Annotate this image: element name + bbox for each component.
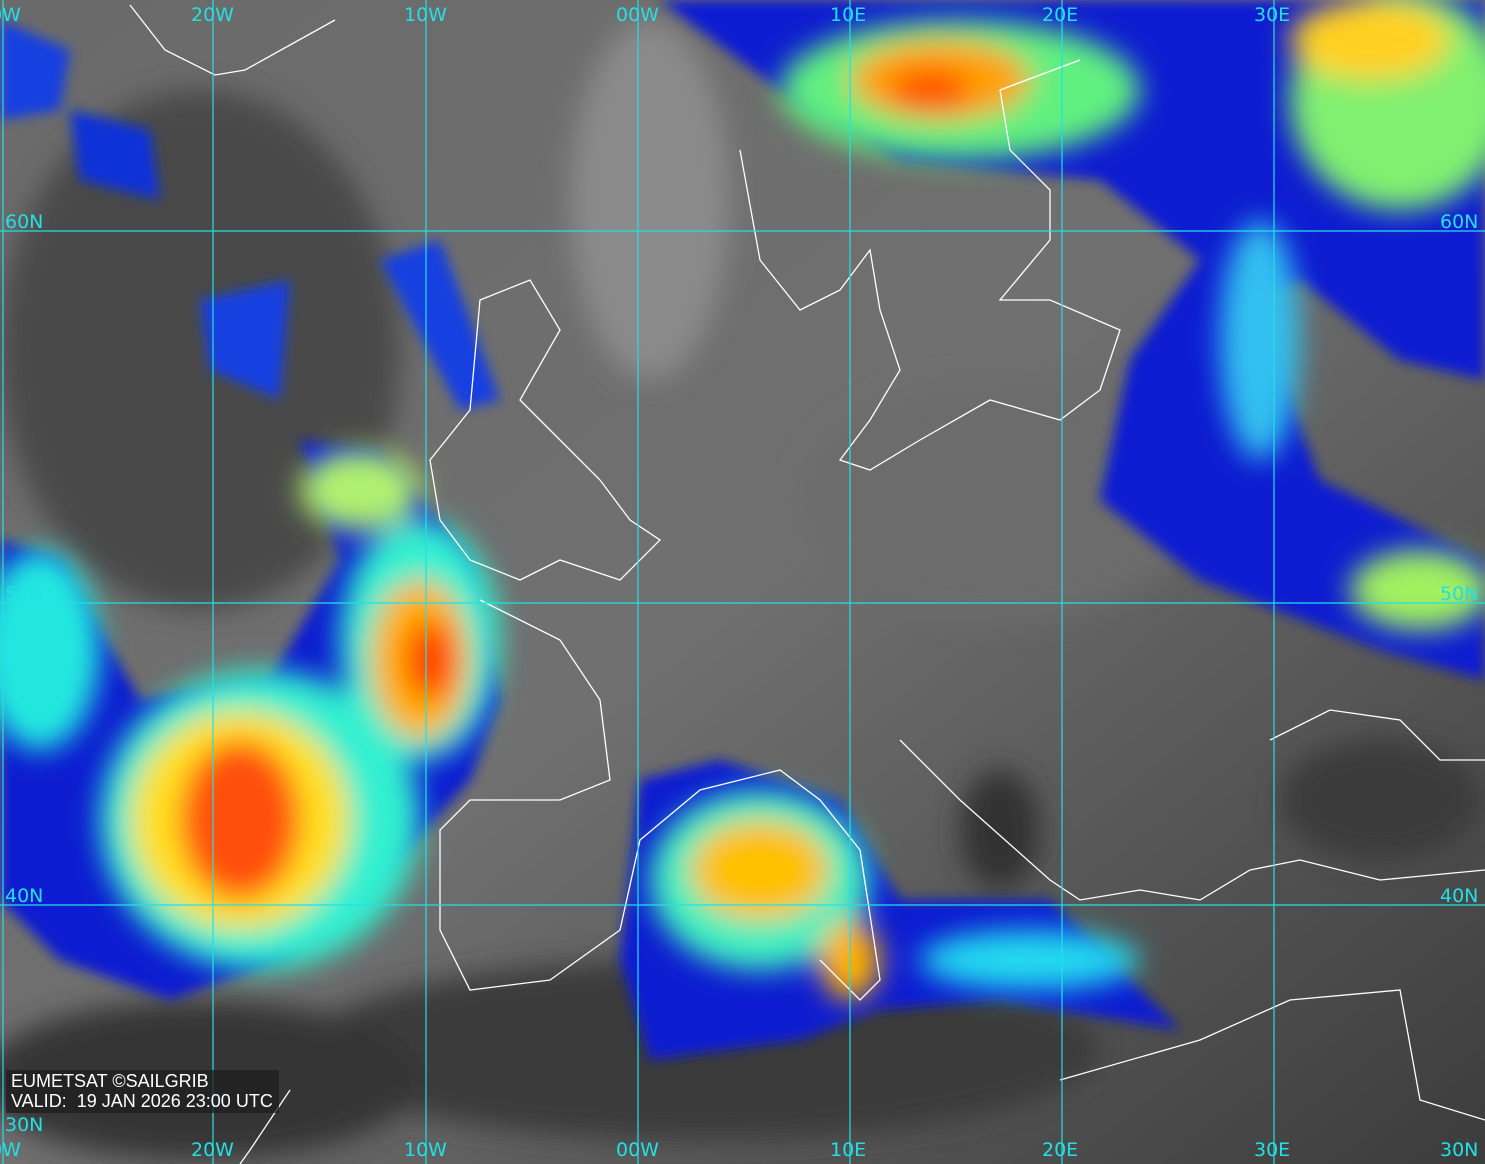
lon-label-top-10w: 10W (404, 4, 447, 26)
lat-label-right-40n: 40N (1440, 885, 1479, 907)
lon-label-top-00w: 00W (616, 4, 659, 26)
lon-label-bottom-20w: 20W (191, 1139, 234, 1161)
lon-label-bottom-10w: 10W (404, 1139, 447, 1161)
valid-time-line: VALID: 19 JAN 2026 23:00 UTC (11, 1091, 273, 1111)
cloud-systems (0, 0, 1485, 1060)
lon-label-bottom-20e: 20E (1042, 1139, 1079, 1161)
coastlines (129, 4, 1485, 1164)
valid-time: 19 JAN 2026 23:00 UTC (76, 1091, 273, 1111)
credit-text: EUMETSAT ©SAILGRIB (11, 1071, 209, 1091)
image-caption: EUMETSAT ©SAILGRIB VALID: 19 JAN 2026 23… (6, 1070, 279, 1113)
lat-label-right-50n: 50N (1440, 583, 1479, 605)
lat-label-right-30n: 30N (1440, 1139, 1479, 1161)
lon-label-bottom-00w: 00W (616, 1139, 659, 1161)
lon-label-bottom-10e: 10E (830, 1139, 867, 1161)
lon-label-top-20w: 20W (191, 4, 234, 26)
lon-label-top-30w: 30W (0, 4, 21, 26)
lon-label-top-10e: 10E (830, 4, 867, 26)
lon-label-bottom-30e: 30E (1254, 1139, 1291, 1161)
lat-label-left-40n: 40N (5, 885, 44, 907)
dark-regions (0, 20, 1480, 1160)
lat-label-left-60n: 60N (5, 211, 44, 233)
lon-label-bottom-30w: 30W (0, 1139, 21, 1161)
lon-label-top-30e: 30E (1254, 4, 1291, 26)
valid-prefix: VALID: (11, 1091, 67, 1111)
lat-label-left-30n: 30N (5, 1114, 44, 1136)
lat-label-left-50n: 50N (5, 583, 44, 605)
lon-label-top-20e: 20E (1042, 4, 1079, 26)
lat-label-right-60n: 60N (1440, 211, 1479, 233)
